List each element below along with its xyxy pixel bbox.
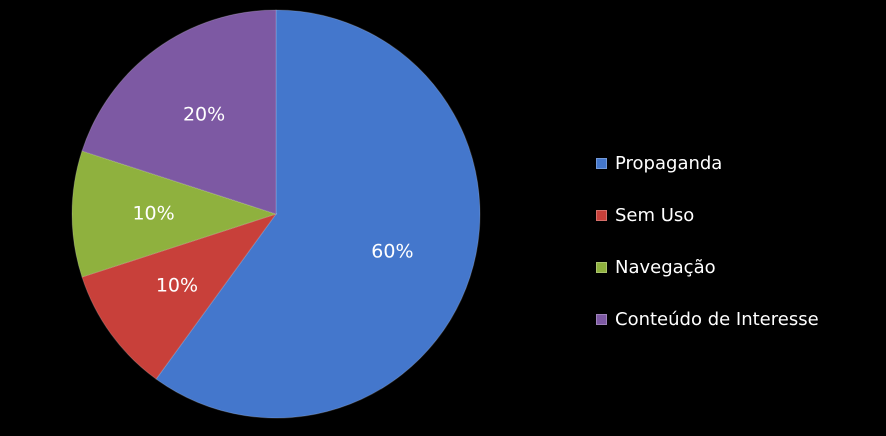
legend-label-sem-uso: Sem Uso xyxy=(615,205,695,226)
legend-label-propaganda: Propaganda xyxy=(615,153,723,174)
legend-swatch-propaganda xyxy=(596,158,607,169)
pie-slice-propaganda xyxy=(155,9,481,419)
pie-slices xyxy=(71,9,481,419)
legend: Propaganda Sem Uso Navegação Conteúdo de… xyxy=(596,151,884,359)
legend-swatch-navegacao xyxy=(596,262,607,273)
data-label-sem-uso: 10% xyxy=(156,274,198,296)
legend-swatch-conteudo-de-interesse xyxy=(596,314,607,325)
data-label-conteudo-de-interesse: 20% xyxy=(183,103,225,125)
legend-swatch-sem-uso xyxy=(596,210,607,221)
legend-label-conteudo-de-interesse: Conteúdo de Interesse xyxy=(615,309,819,330)
pie-slice-conteudo-de-interesse xyxy=(81,9,277,215)
legend-item-conteudo-de-interesse: Conteúdo de Interesse xyxy=(596,307,884,332)
legend-item-navegacao: Navegação xyxy=(596,255,884,280)
pie-data-labels: 60% 10% 10% 20% xyxy=(132,103,413,296)
legend-label-navegacao: Navegação xyxy=(615,257,716,278)
data-label-propaganda: 60% xyxy=(371,240,413,262)
pie-slice-sem-uso xyxy=(81,213,278,380)
legend-item-sem-uso: Sem Uso xyxy=(596,203,884,228)
legend-item-propaganda: Propaganda xyxy=(596,151,884,176)
data-label-navegacao: 10% xyxy=(132,203,174,225)
pie-slice-navegacao xyxy=(71,150,278,278)
